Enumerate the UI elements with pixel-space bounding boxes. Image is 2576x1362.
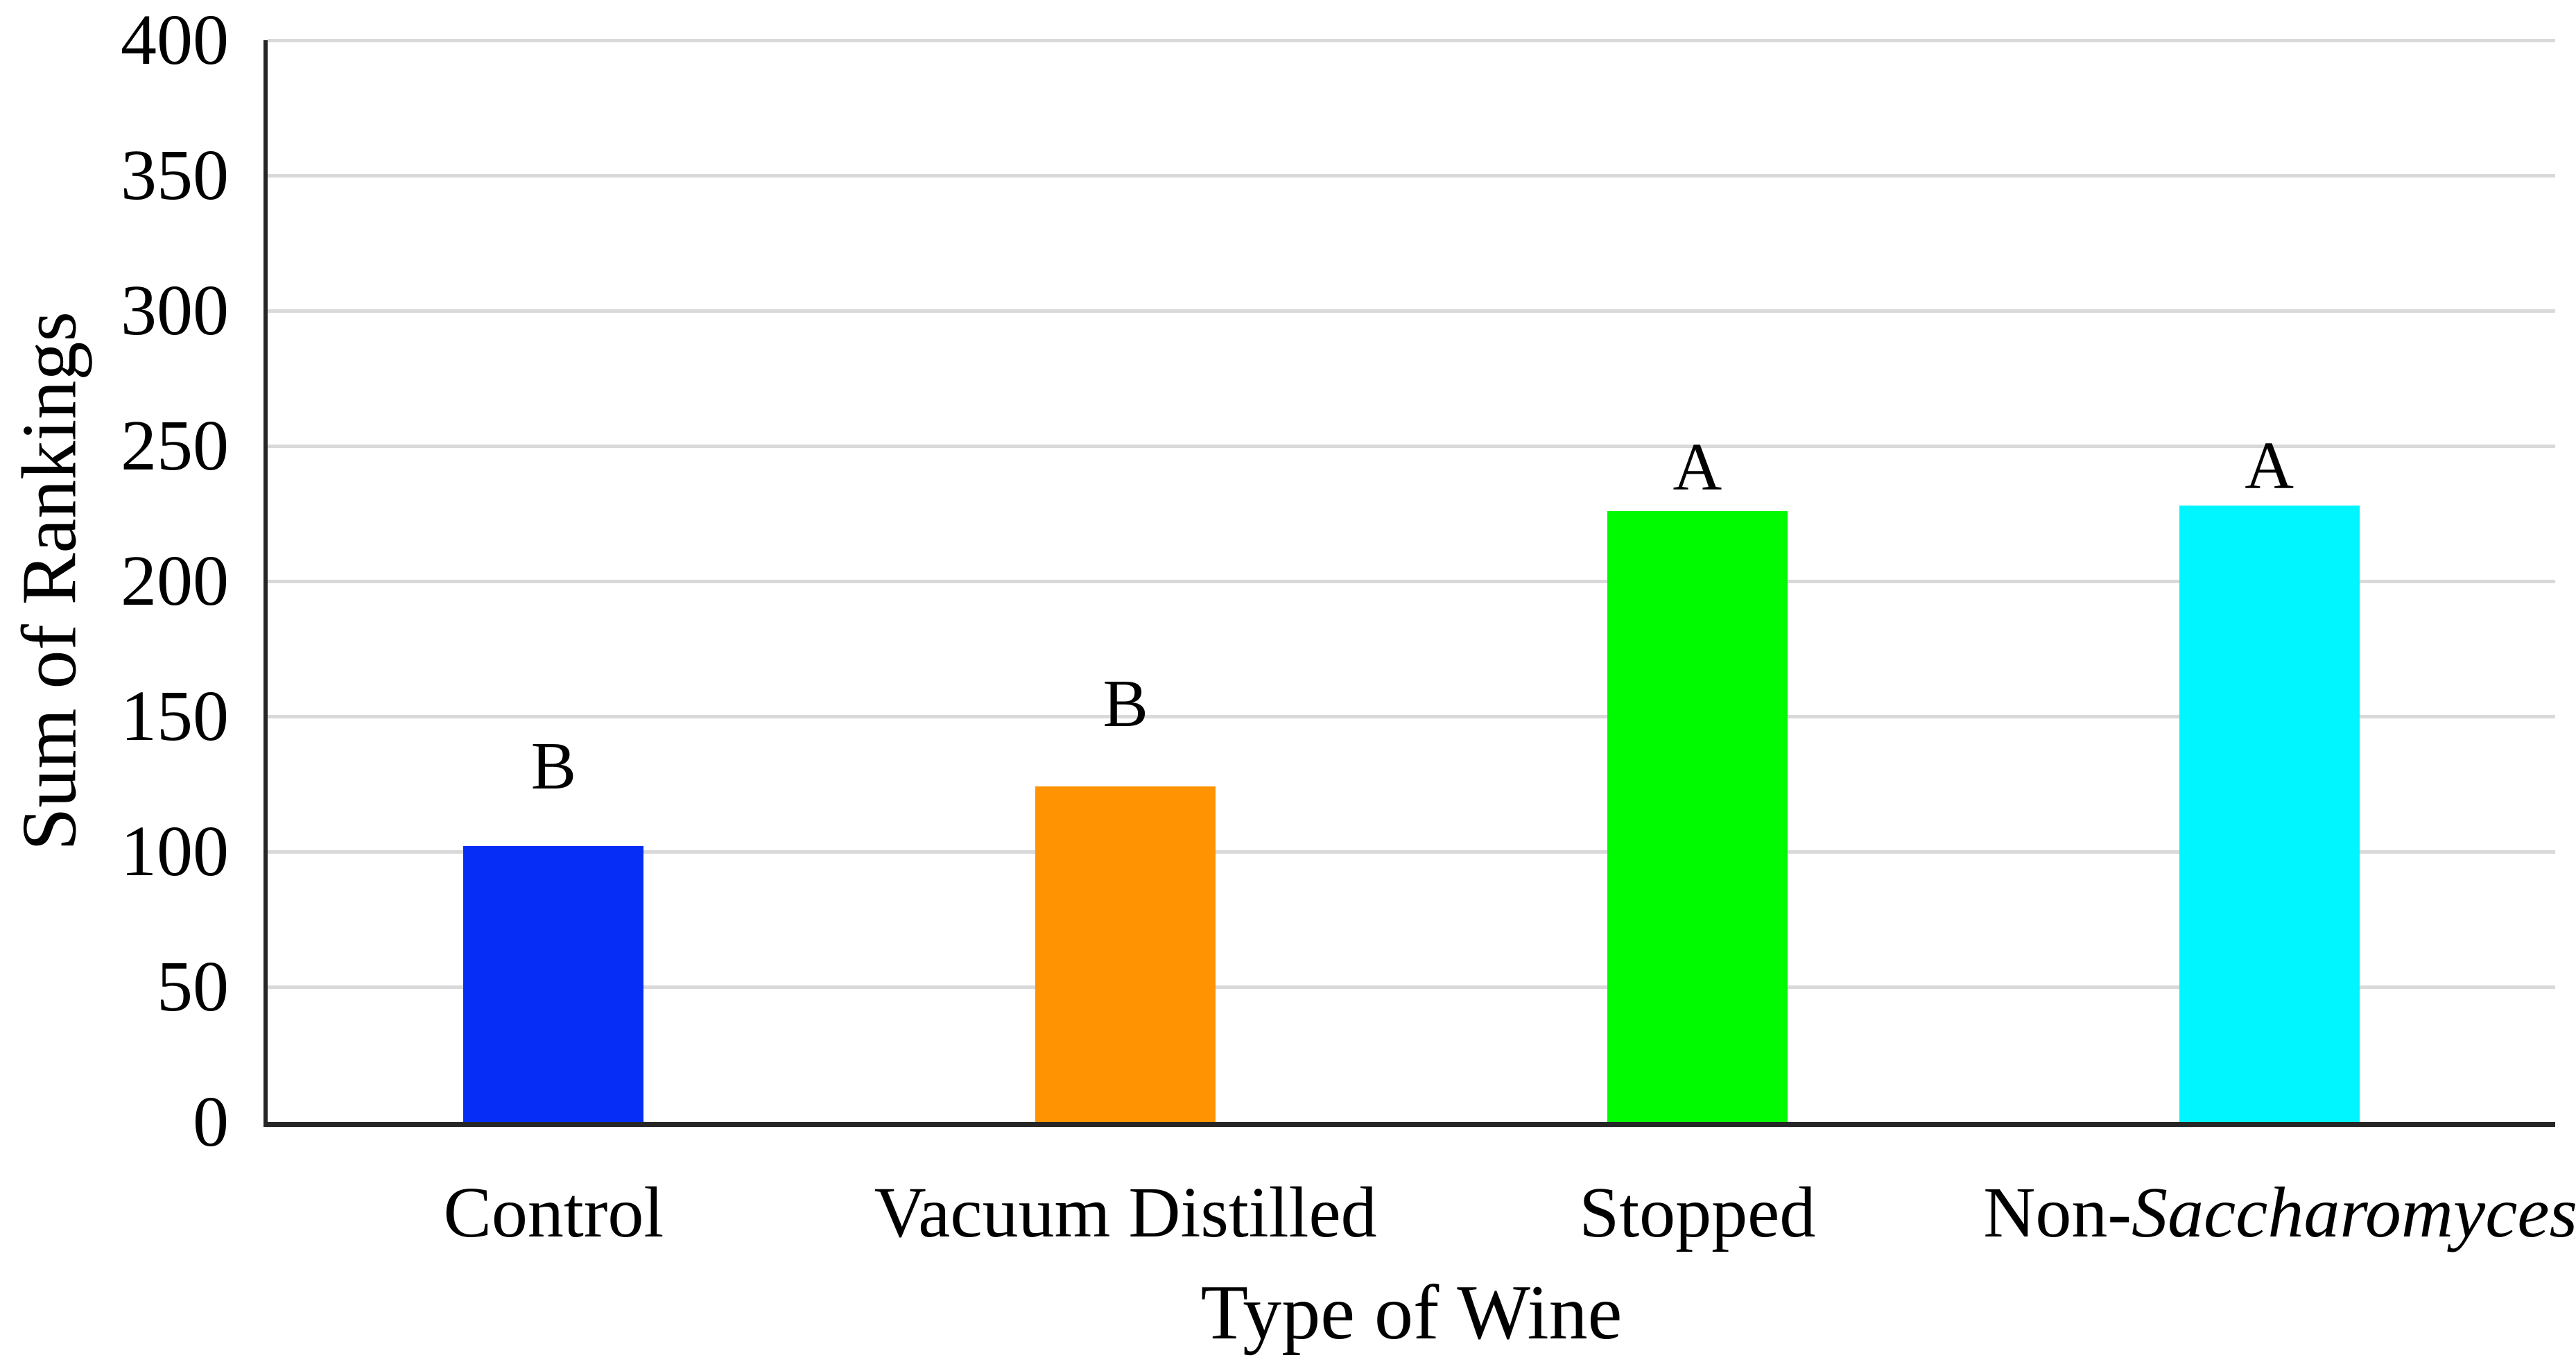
bar-slot-1: B <box>840 40 1412 1122</box>
bar-control <box>463 846 644 1122</box>
x-label-text: Non- <box>1983 1173 2132 1252</box>
gridline-y-350 <box>268 174 2555 178</box>
bar-slot-3: A <box>1983 40 2555 1122</box>
x-label-text: Control <box>443 1173 664 1252</box>
x-axis-title: Type of Wine <box>1200 1270 1623 1356</box>
bar-slot-2: A <box>1412 40 1984 1122</box>
y-tick-label-100: 100 <box>121 811 229 891</box>
bar-slot-0: B <box>268 40 840 1122</box>
x-label-text: Vacuum Distilled <box>874 1173 1377 1252</box>
y-tick-label-250: 250 <box>121 406 229 485</box>
y-tick-label-200: 200 <box>121 541 229 621</box>
x-label-italic-text: Saccharomyces <box>2132 1173 2576 1252</box>
y-tick-label-400: 400 <box>121 0 229 80</box>
plot-area: B B A A <box>263 39 2555 1127</box>
x-label-text: Stopped <box>1579 1173 1816 1252</box>
bar-vacuum-distilled <box>1035 786 1216 1122</box>
gridline-y-300 <box>268 309 2555 313</box>
gridline-y-400 <box>268 39 2555 42</box>
x-label-1: Vacuum Distilled <box>840 1173 1412 1252</box>
significance-letter-0: B <box>530 729 577 804</box>
y-tick-label-150: 150 <box>121 676 229 756</box>
y-tick-label-350: 350 <box>121 135 229 215</box>
gridline-y-50 <box>268 985 2555 989</box>
x-axis-category-labels: Control Vacuum Distilled Stopped Non-Saccha… <box>268 1173 2576 1264</box>
gridline-y-200 <box>268 580 2555 583</box>
x-label-3: Non-Saccharomyces <box>1983 1173 2576 1252</box>
significance-letter-3: A <box>2245 428 2294 503</box>
y-tick-label-300: 300 <box>121 270 229 350</box>
y-tick-label-0: 0 <box>193 1082 229 1162</box>
bar-non-saccharomyces <box>2179 505 2360 1122</box>
y-tick-label-50: 50 <box>157 947 229 1026</box>
gridline-y-150 <box>268 715 2555 718</box>
significance-letter-2: A <box>1672 429 1722 505</box>
x-label-0: Control <box>268 1173 840 1252</box>
significance-letter-1: B <box>1103 666 1148 742</box>
bar-stopped <box>1607 510 1788 1122</box>
gridline-y-250 <box>268 445 2555 448</box>
x-label-2: Stopped <box>1412 1173 1984 1252</box>
gridline-y-100 <box>268 850 2555 854</box>
